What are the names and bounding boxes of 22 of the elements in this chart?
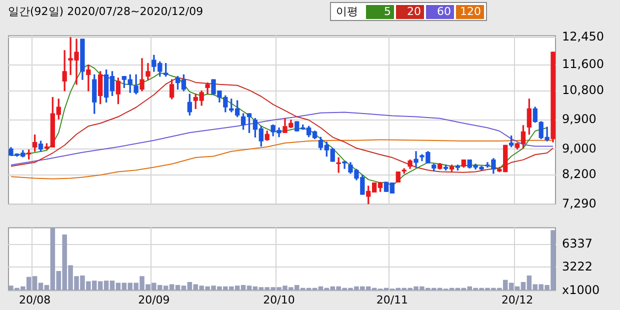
x-tick-label: 20/10 [263, 293, 295, 306]
y-tick-label: 3222 [562, 259, 593, 274]
y-tick-label: 11,600 [562, 57, 604, 72]
text: 5 [366, 4, 394, 18]
x-tick-label: 20/11 [376, 293, 408, 306]
x-tick-label: 20/09 [138, 293, 170, 306]
x-tick-label: 20/08 [18, 293, 51, 306]
y-tick-label: 9,900 [562, 112, 596, 126]
candlestick [396, 171, 400, 182]
y-tick-label: x1000 [562, 282, 600, 297]
text: 120 [456, 4, 484, 18]
y-tick-label: 12,450 [562, 30, 604, 44]
legend-title: 이평 [335, 4, 359, 18]
text: 20 [396, 4, 424, 18]
chart-title: 일간(92일) 2020/07/28~2020/12/09 [8, 4, 204, 19]
y-tick-label: 10,800 [562, 82, 604, 97]
y-tick-label: 7,290 [562, 196, 596, 211]
x-tick-label: 20/12 [501, 293, 534, 306]
text: 60 [426, 4, 454, 18]
y-tick-label: 6337 [562, 236, 593, 251]
y-tick-label: 8,200 [562, 167, 596, 182]
y-tick-label: 9,000 [562, 141, 596, 156]
